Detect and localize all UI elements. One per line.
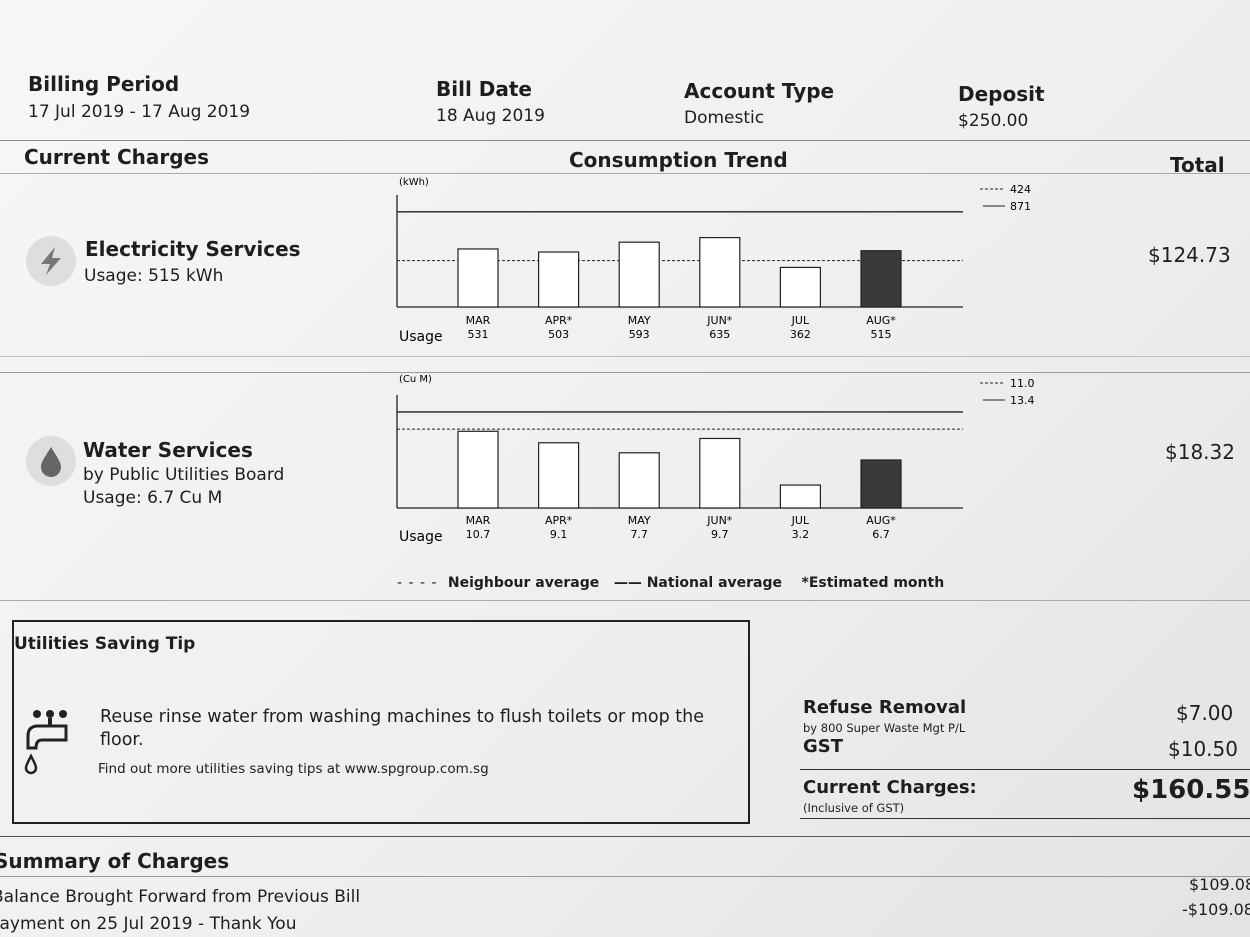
value: 18 Aug 2019 (436, 106, 545, 126)
summary-amount: $109.08 (1189, 875, 1250, 894)
water-icon (26, 436, 76, 486)
usage-label: Usage (399, 329, 443, 345)
usage-value: 10.7 (466, 528, 491, 541)
divider (800, 769, 1250, 770)
bar (537, 442, 580, 509)
label: Billing Period (28, 72, 180, 96)
bar (457, 430, 499, 509)
divider (0, 600, 1250, 601)
divider (0, 372, 1250, 373)
bar (699, 437, 741, 509)
legend-value: 424 (1010, 183, 1031, 196)
month-label: MAY (628, 314, 651, 327)
month-label: JUN* (706, 314, 733, 327)
total-amount: $160.55 (1132, 775, 1250, 805)
label: Bill Date (436, 77, 532, 101)
divider (0, 140, 1250, 141)
value: 17 Jul 2019 - 17 Aug 2019 (28, 102, 251, 122)
month-label: AUG* (866, 514, 896, 527)
divider (0, 173, 1250, 174)
service-line: Usage: 515 kWh (84, 266, 224, 286)
section-title: Current Charges (24, 145, 210, 169)
bar (699, 236, 741, 308)
divider (0, 876, 1250, 877)
charge-amount: $10.50 (1168, 737, 1238, 761)
divider (800, 818, 1250, 819)
service-total: $18.32 (1165, 440, 1235, 464)
tip-text: Reuse rinse water from washing machines … (100, 707, 704, 750)
divider (0, 836, 1250, 837)
bar (860, 459, 902, 509)
summary-title: Summary of Charges (0, 849, 230, 873)
usage-value: 9.1 (550, 528, 568, 541)
service-line: by Public Utilities Board (83, 465, 285, 485)
bar (457, 248, 499, 308)
divider (0, 356, 1250, 357)
usage-value: 503 (548, 328, 569, 341)
unit-label: (kWh) (399, 177, 429, 188)
legend-entry: *Estimated month (801, 575, 945, 591)
usage-value: 362 (790, 328, 811, 341)
month-label: JUL (791, 514, 810, 527)
bar (537, 251, 580, 308)
bar (860, 250, 902, 308)
legend-entry: National average (646, 575, 783, 591)
value: Domestic (684, 108, 765, 128)
bar (779, 266, 822, 308)
charge-name: Refuse Removal (803, 697, 967, 718)
electricity-icon (26, 236, 76, 286)
bar (779, 484, 822, 509)
service-line: Usage: 6.7 Cu M (83, 488, 223, 508)
usage-value: 7.7 (630, 528, 648, 541)
tip-box (12, 620, 750, 824)
usage-value: 515 (871, 328, 892, 341)
usage-value: 531 (468, 328, 489, 341)
month-label: MAR (466, 514, 491, 527)
value: $250.00 (958, 111, 1029, 131)
charge-name: GST (803, 736, 844, 757)
charge-amount: $7.00 (1176, 701, 1234, 725)
usage-value: 635 (709, 328, 730, 341)
charge-sub: by 800 Super Waste Mgt P/L (803, 721, 966, 735)
summary-item: Payment on 25 Jul 2019 - Thank You (0, 914, 297, 934)
section-title: Consumption Trend (569, 148, 788, 172)
bar (618, 452, 660, 509)
summary-amount: -$109.08 (1182, 900, 1250, 919)
service-name: Water Services (83, 438, 253, 462)
label: Deposit (958, 82, 1045, 106)
usage-value: 3.2 (792, 528, 810, 541)
tip-link: Find out more utilities saving tips at w… (98, 761, 489, 777)
total-note: (Inclusive of GST) (803, 801, 905, 815)
month-label: MAR (466, 314, 491, 327)
legend: - - - - Neighbour average —— National av… (397, 575, 945, 591)
legend-value: 11.0 (1010, 377, 1035, 390)
legend-entry: Neighbour average (447, 575, 600, 591)
legend-value: 13.4 (1010, 394, 1035, 407)
legend-value: 871 (1010, 200, 1031, 213)
month-label: JUN* (706, 514, 733, 527)
service-name: Electricity Services (85, 237, 301, 261)
label: Account Type (684, 79, 835, 103)
usage-value: 593 (629, 328, 650, 341)
month-label: APR* (545, 514, 573, 527)
tap-icon (24, 710, 68, 775)
service-total: $124.73 (1148, 243, 1231, 267)
bar (618, 241, 660, 308)
summary-item: Balance Brought Forward from Previous Bi… (0, 887, 361, 907)
month-label: JUL (791, 314, 810, 327)
month-label: AUG* (866, 314, 896, 327)
month-label: APR* (545, 314, 573, 327)
usage-label: Usage (399, 529, 443, 545)
tip-title: Utilities Saving Tip (14, 634, 196, 654)
usage-value: 6.7 (872, 528, 890, 541)
usage-value: 9.7 (711, 528, 729, 541)
total-label: Current Charges: (803, 777, 977, 798)
unit-label: (Cu M) (399, 374, 432, 385)
month-label: MAY (628, 514, 651, 527)
